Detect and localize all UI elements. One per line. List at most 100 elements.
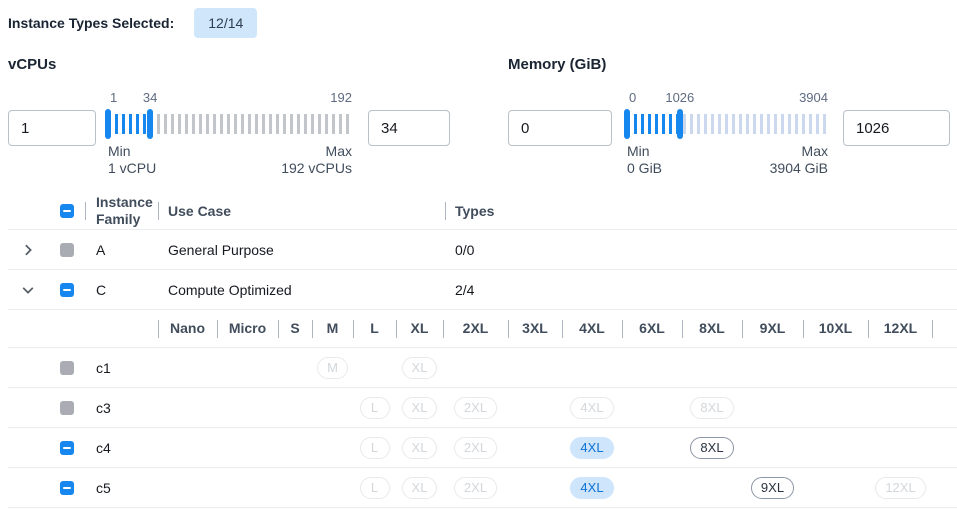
slider-handle-to[interactable]	[147, 109, 154, 139]
family-row-c: C Compute Optimized 2/4	[8, 270, 957, 310]
size-badge-c5-l: L	[359, 476, 390, 499]
vcpus-filter: vCPUs 1 34 192	[8, 56, 450, 177]
size-badge-c1-m: M	[317, 356, 348, 379]
size-badge-c5-2xl: 2XL	[453, 476, 498, 499]
size-badge-c5-xl: XL	[401, 476, 438, 499]
chevron-down-icon[interactable]	[21, 283, 35, 297]
size-badge-c5-12xl: 12XL	[875, 476, 926, 499]
type-checkbox-c5[interactable]	[59, 480, 74, 495]
slider-handle-from[interactable]	[624, 109, 630, 139]
size-badge-cell: 4XL	[562, 468, 622, 507]
vcpus-scale-min: 1	[110, 90, 118, 105]
size-column-header-nano: Nano	[158, 310, 217, 347]
filters: vCPUs 1 34 192	[8, 56, 957, 177]
minus-glyph	[62, 288, 71, 291]
expand-cell	[8, 230, 48, 269]
size-header-spacer	[85, 310, 158, 347]
size-badge-c4-xl: XL	[401, 436, 438, 459]
size-badge-c4-8xl[interactable]: 8XL	[690, 436, 734, 459]
size-column-header-12xl: 12XL	[868, 310, 933, 347]
size-column-header-l: L	[353, 310, 396, 347]
instance-type-name: c1	[96, 359, 111, 376]
vcpus-max-value: 192 vCPUs	[281, 160, 352, 176]
size-column-header-3xl: 3XL	[508, 310, 562, 347]
slider-selected-ticks	[627, 114, 680, 134]
instance-type-name: c5	[96, 479, 111, 496]
types-count: 0/0	[455, 241, 475, 258]
memory-min-value: 0 GiB	[627, 160, 663, 176]
size-column-header-2xl: 2XL	[443, 310, 508, 347]
vcpus-track[interactable]	[105, 109, 352, 139]
memory-track[interactable]	[624, 109, 828, 139]
empty-cell	[8, 388, 48, 427]
checkbox-cell	[48, 388, 85, 427]
size-column-header-s: S	[278, 310, 312, 347]
slider-handle-from[interactable]	[105, 109, 111, 139]
minus-glyph	[62, 210, 71, 212]
vcpus-from-input[interactable]	[8, 110, 96, 146]
topbar: Instance Types Selected: 12/14	[8, 8, 957, 38]
column-header-instance-family: Instance Family	[85, 193, 158, 229]
selected-count-label: Instance Types Selected:	[8, 15, 175, 31]
type-checkbox-c1	[59, 360, 74, 375]
size-badge-c5-9xl[interactable]: 9XL	[750, 476, 795, 499]
size-badge-c1-xl: XL	[401, 356, 438, 379]
size-badge-cell: 2XL	[443, 468, 508, 507]
size-badge-cell: 12XL	[868, 468, 933, 507]
select-all-checkbox[interactable]	[59, 204, 74, 218]
vcpus-max-label: Max	[325, 143, 352, 159]
vcpus-slider: 1 34 192 Min 1 vCPU	[105, 90, 352, 177]
checkbox-cell	[48, 468, 85, 507]
expand-cell	[8, 270, 48, 309]
memory-minmax: Min 0 GiB Max 3904 GiB	[627, 143, 828, 177]
vcpus-to-input[interactable]	[368, 110, 450, 146]
slider-handle-to[interactable]	[676, 109, 683, 139]
size-badge-c3-2xl: 2XL	[453, 396, 498, 419]
family-name: C	[96, 281, 107, 298]
size-badge-cell: XL	[396, 348, 443, 387]
column-header-types: Types	[445, 193, 957, 229]
type-row-c1: c1 M XL	[8, 348, 957, 388]
size-badge-cell: 9XL	[742, 468, 803, 507]
empty-cell	[8, 428, 48, 467]
size-badge-cell: 2XL	[443, 388, 508, 427]
size-column-header-micro: Micro	[217, 310, 278, 347]
use-case: General Purpose	[168, 241, 274, 258]
size-badge-cell: 8XL	[682, 428, 742, 467]
type-checkbox-c4[interactable]	[59, 440, 74, 455]
size-badge-c3-l: L	[359, 396, 390, 419]
checkbox-cell	[48, 348, 85, 387]
size-badge-cell: XL	[396, 468, 443, 507]
size-badge-cell: XL	[396, 388, 443, 427]
family-checkbox-c[interactable]	[59, 282, 74, 297]
memory-slider: 0 1026 3904 Min 0 GiB	[624, 90, 828, 177]
memory-scale-min: 0	[629, 90, 637, 105]
instance-type-name: c3	[96, 399, 111, 416]
vcpus-title: vCPUs	[8, 56, 57, 73]
memory-scale-max: 3904	[799, 90, 828, 105]
memory-to-input[interactable]	[843, 110, 950, 146]
instance-family-table: Instance Family Use Case Types A General Pur…	[8, 193, 957, 508]
vcpus-scale: 1 34 192	[108, 90, 352, 110]
size-header-row: Nano Micro S M L XL 2XL 3XL 4XL 6XL 8XL 9XL 10XL 12XL	[8, 310, 957, 348]
size-header-spacer	[48, 310, 85, 347]
size-column-header-10xl: 10XL	[803, 310, 868, 347]
memory-from-input[interactable]	[508, 110, 612, 146]
size-column-header-xl: XL	[396, 310, 443, 347]
column-header-use-case: Use Case	[158, 193, 445, 229]
size-badge-cell: M	[312, 348, 353, 387]
vcpus-min-label: Min	[108, 143, 131, 159]
instance-type-name: c4	[96, 439, 111, 456]
family-row-a: A General Purpose 0/0	[8, 230, 957, 270]
size-badge-c3-8xl: 8XL	[690, 396, 734, 419]
memory-min-label: Min	[627, 143, 650, 159]
types-count: 2/4	[455, 281, 475, 298]
size-badge-c5-4xl[interactable]: 4XL	[570, 476, 614, 499]
type-row-c5: c5 L XL 2XL 4XL 9XL 12XL	[8, 468, 957, 508]
size-column-header-m: M	[312, 310, 353, 347]
memory-filter: Memory (GiB) 0 1026 3904	[508, 56, 950, 177]
chevron-right-icon[interactable]	[21, 243, 35, 257]
size-badge-c4-4xl[interactable]: 4XL	[570, 436, 614, 459]
size-column-header-4xl: 4XL	[562, 310, 622, 347]
